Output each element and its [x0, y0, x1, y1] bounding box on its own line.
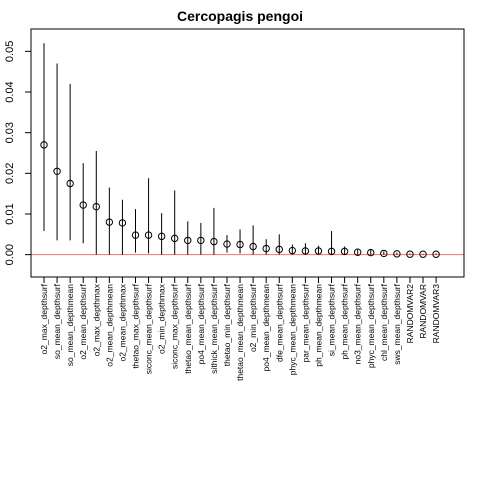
- chart-title: Cercopagis pengoi: [177, 8, 303, 24]
- x-tick-label: no3_mean_depthsurf: [353, 283, 363, 364]
- x-tick-label: o2_mean_depthmean: [104, 284, 114, 367]
- data-point: [419, 250, 427, 258]
- y-tick-label: 0.03: [4, 122, 16, 143]
- x-tick-label: si_mean_depthsurf: [327, 283, 337, 356]
- x-tick-label: siconc_max_depthsurf: [170, 283, 180, 369]
- y-tick-label: 0.02: [4, 163, 16, 184]
- data-point: [157, 232, 166, 241]
- data-point: [118, 219, 127, 227]
- data-point: [210, 237, 218, 246]
- x-tick-label: so_mean_depthsurf: [52, 283, 62, 359]
- data-point: [66, 179, 74, 188]
- data-point: [393, 250, 401, 258]
- x-tick-label: ph_mean_depthsurf: [340, 283, 350, 359]
- data-point: [105, 218, 114, 226]
- data-point: [380, 249, 388, 258]
- data-point: [79, 201, 87, 209]
- data-point: [144, 231, 153, 239]
- plot-frame: [30, 28, 465, 278]
- data-point: [223, 240, 231, 248]
- data-point: [184, 236, 192, 245]
- y-tick-label: 0.04: [4, 81, 16, 102]
- data-point: [171, 234, 179, 243]
- x-tick-label: sithick_mean_depthsurf: [209, 283, 219, 373]
- x-tick-label: o2_mean_depthsurf: [78, 283, 88, 359]
- x-tick-label: phyc_mean_depthmean: [287, 284, 297, 375]
- data-point: [197, 236, 205, 245]
- data-point: [367, 248, 375, 257]
- x-tick-label: o2_max_depthmax: [91, 283, 101, 356]
- x-tick-label: siconc_mean_depthsurf: [144, 283, 154, 374]
- x-tick-label: chl_mean_depthsurf: [379, 283, 389, 361]
- x-tick-label: thetao_min_depthsurf: [222, 283, 232, 366]
- x-tick-label: sws_mean_depthsurf: [392, 283, 402, 364]
- x-tick-label: phyc_mean_depthsurf: [366, 283, 376, 368]
- x-tick-label: thetao_mean_depthmean: [235, 284, 245, 381]
- x-tick-label: po4_mean_depthmean: [261, 284, 271, 372]
- x-tick-label: dfe_mean_depthsurf: [274, 283, 284, 362]
- x-tick-label: RANDOMVAR: [418, 284, 428, 339]
- data-point: [40, 141, 48, 149]
- data-point: [327, 247, 336, 256]
- data-point: [53, 167, 61, 175]
- x-tick-label: o2_mean_depthmax: [117, 283, 127, 361]
- x-tick-label: so_mean_depthmean: [65, 284, 75, 367]
- data-point: [236, 240, 244, 249]
- data-point: [353, 248, 362, 256]
- data-point: [314, 247, 323, 255]
- y-tick-label: 0.00: [4, 244, 16, 265]
- x-tick-label: ph_mean_depthmean: [313, 284, 323, 367]
- y-tick-label: 0.05: [4, 41, 16, 62]
- data-point: [406, 250, 414, 258]
- x-tick-label: RANDOMVAR3: [431, 284, 441, 344]
- data-point: [131, 231, 140, 239]
- x-tick-label: o2_min_depthsurf: [248, 283, 258, 352]
- x-tick-label: o2_max_depthsurf: [39, 283, 49, 354]
- x-tick-label: o2_min_depthmax: [157, 283, 167, 354]
- data-point: [249, 242, 257, 251]
- x-tick-label: RANDOMVAR2: [405, 284, 415, 344]
- data-point: [432, 250, 440, 258]
- data-point: [92, 202, 100, 211]
- x-tick-label: thetao_mean_depthsurf: [183, 283, 193, 373]
- x-tick-label: thetao_max_depthsurf: [130, 283, 140, 368]
- y-tick-label: 0.01: [4, 203, 16, 224]
- data-point: [301, 247, 310, 255]
- data-point: [288, 246, 297, 255]
- x-tick-label: par_mean_depthsurf: [300, 283, 310, 362]
- data-point: [262, 244, 270, 253]
- data-point: [275, 245, 283, 254]
- data-point: [340, 247, 349, 256]
- x-tick-label: po4_mean_depthsurf: [196, 283, 206, 364]
